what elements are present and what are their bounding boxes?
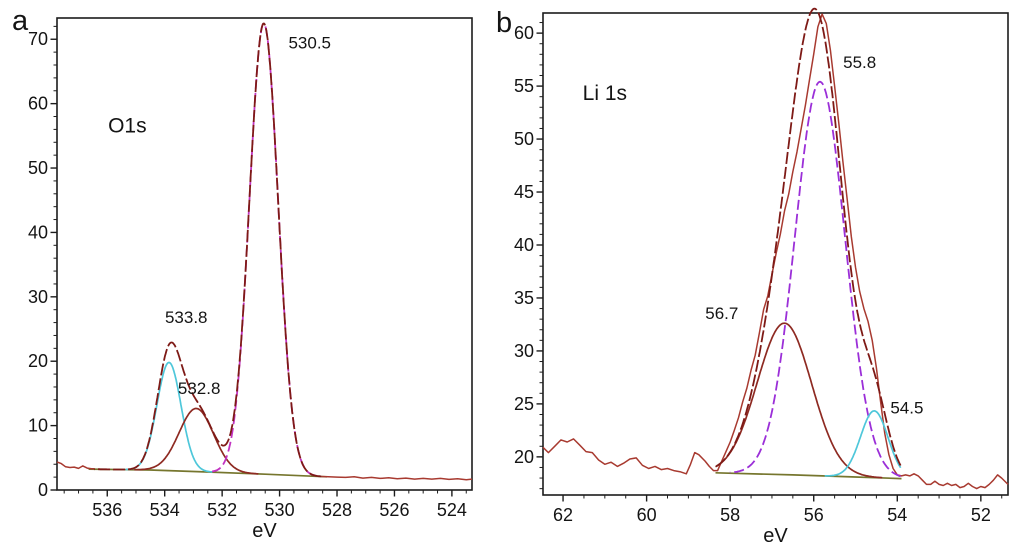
y-tick-label: 25 bbox=[514, 394, 534, 414]
peak-label-54.5: 54.5 bbox=[890, 398, 923, 417]
y-tick-label: 20 bbox=[514, 447, 534, 467]
x-axis-label-b: eV bbox=[763, 525, 788, 544]
y-tick-label: 60 bbox=[28, 94, 48, 114]
x-tick-label: 524 bbox=[437, 500, 467, 520]
x-tick-label: 528 bbox=[322, 500, 352, 520]
peak-label-55.8: 55.8 bbox=[843, 53, 876, 72]
panel-title-b: Li 1s bbox=[583, 82, 627, 105]
y-tick-label: 35 bbox=[514, 288, 534, 308]
curve-component-533.8 bbox=[125, 361, 213, 473]
y-tick-label: 45 bbox=[514, 182, 534, 202]
x-tick-label: 52 bbox=[971, 505, 991, 525]
plot-frame-b bbox=[542, 12, 1009, 496]
curve-measured-left-tail bbox=[56, 461, 95, 470]
curve-component-532.8 bbox=[134, 407, 259, 475]
peak-label-56.7: 56.7 bbox=[705, 304, 738, 323]
x-tick-label: 60 bbox=[637, 505, 657, 525]
x-tick-label: 54 bbox=[887, 505, 907, 525]
x-tick-label: 58 bbox=[720, 505, 740, 525]
x-tick-label: 530 bbox=[265, 500, 295, 520]
panel-b: 62 60 58 56 54 52 20 25 30 35 40 45 50 55 60 eV Li 1s 55.… bbox=[514, 7, 1009, 544]
y-tick-label: 30 bbox=[28, 287, 48, 307]
curve-component-55.8 bbox=[729, 80, 901, 478]
curve-measured-right-tail bbox=[321, 475, 473, 481]
x-tick-label: 536 bbox=[92, 500, 122, 520]
y-tick-label: 30 bbox=[514, 341, 534, 361]
y-tick-label: 20 bbox=[28, 351, 48, 371]
y-tick-label: 40 bbox=[514, 235, 534, 255]
curve-component-530.5 bbox=[211, 22, 316, 477]
panel-letter-b: b bbox=[496, 7, 512, 39]
panel-a: 536 534 532 530 528 526 524 0 10 20 30 40 50 60 70 eV O1… bbox=[28, 17, 473, 542]
y-tick-label: 55 bbox=[514, 76, 534, 96]
y-tick-label: 0 bbox=[38, 480, 48, 500]
y-tick-label: 10 bbox=[28, 416, 48, 436]
curve-component-56.7 bbox=[715, 322, 883, 479]
peak-label-533.8: 533.8 bbox=[165, 308, 208, 327]
curve-measured bbox=[542, 13, 1009, 490]
y-tick-label: 60 bbox=[514, 23, 534, 43]
peak-label-532.8: 532.8 bbox=[178, 379, 221, 398]
peak-label-530.5: 530.5 bbox=[288, 33, 331, 52]
y-tick-label: 50 bbox=[28, 158, 48, 178]
x-tick-label: 526 bbox=[379, 500, 409, 520]
x-tick-label: 534 bbox=[150, 500, 180, 520]
curve-envelope bbox=[715, 7, 902, 468]
y-tick-label: 50 bbox=[514, 129, 534, 149]
panel-letter-a: a bbox=[12, 5, 29, 37]
curve-component-54.5 bbox=[824, 410, 902, 477]
x-axis-label-a: eV bbox=[252, 520, 277, 542]
panel-title-a: O1s bbox=[108, 115, 147, 138]
y-tick-label: 70 bbox=[28, 29, 48, 49]
x-tick-label: 56 bbox=[804, 505, 824, 525]
x-tick-label: 532 bbox=[207, 500, 237, 520]
x-tick-label: 62 bbox=[553, 505, 573, 525]
curve-envelope bbox=[94, 22, 322, 478]
plot-frame-a bbox=[56, 17, 473, 491]
y-tick-label: 40 bbox=[28, 222, 48, 242]
